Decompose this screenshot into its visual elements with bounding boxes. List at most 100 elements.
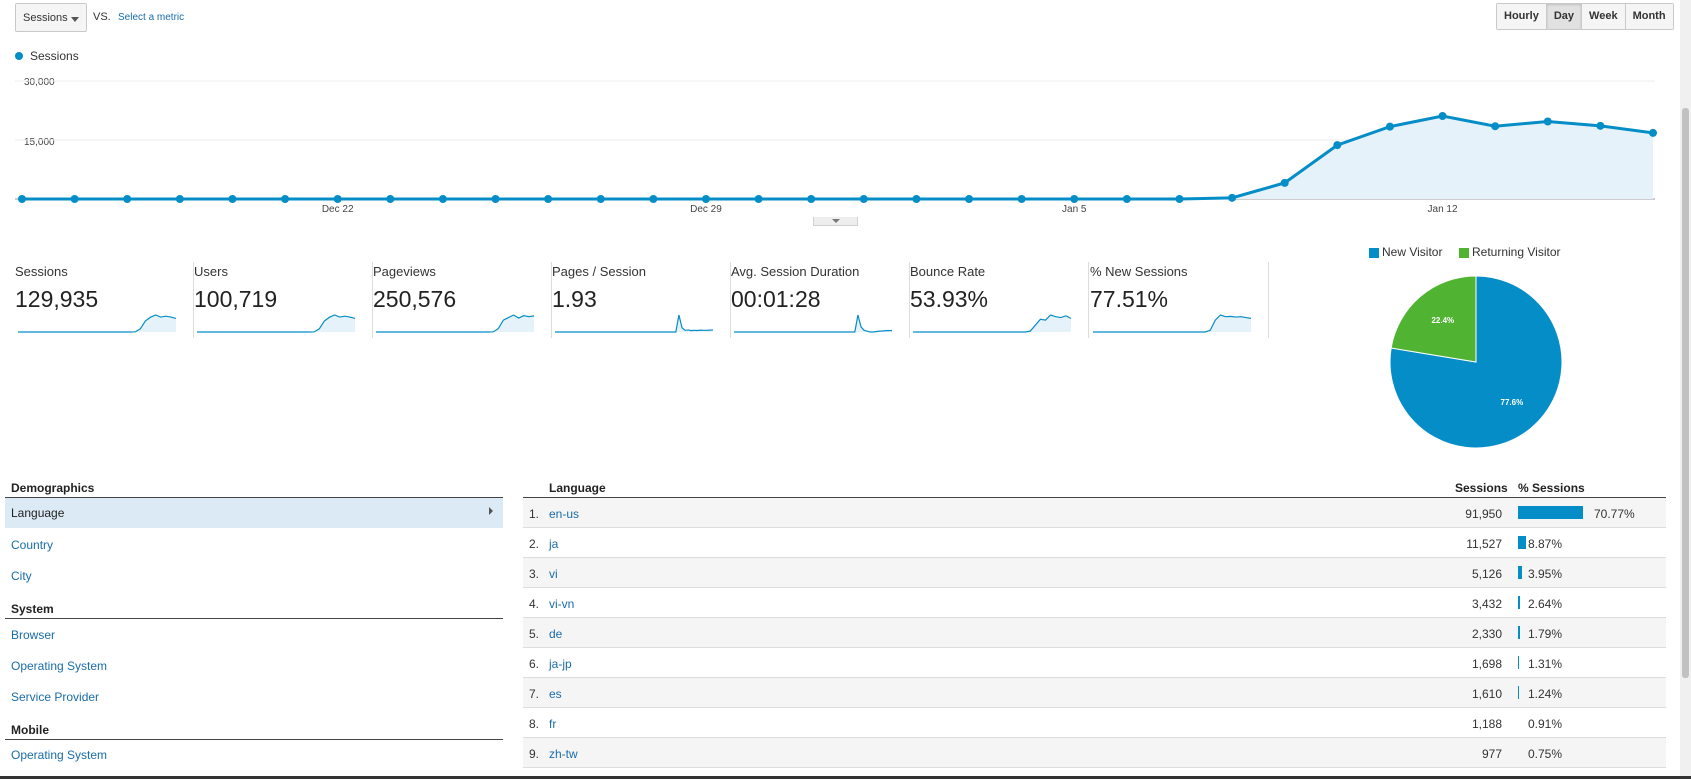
sparkline	[913, 314, 1072, 333]
data-point	[1070, 195, 1079, 203]
scorecard[interactable]: Pages / Session 1.93	[552, 262, 731, 338]
nav-item-country[interactable]: Country	[11, 538, 54, 552]
pie-slice-label: 22.4%	[1431, 316, 1455, 326]
select-metric-link[interactable]: Select a metric	[118, 12, 185, 23]
sparkline-area	[18, 315, 176, 332]
sparkline-line	[197, 314, 356, 333]
series-legend-label[interactable]: Sessions	[30, 49, 79, 63]
data-point	[386, 195, 395, 203]
scorecard[interactable]: Users 100,719	[194, 262, 373, 338]
scorecard[interactable]: Bounce Rate 53.93%	[910, 262, 1089, 338]
data-point	[1228, 193, 1237, 202]
language-link[interactable]: zh-tw	[549, 747, 578, 761]
range-week-button[interactable]: Week	[1582, 4, 1626, 29]
page-scrollbar[interactable]	[1680, 0, 1691, 779]
language-link[interactable]: de	[549, 627, 563, 641]
column-header-language[interactable]: Language	[549, 481, 606, 495]
language-link[interactable]: ja	[549, 537, 559, 551]
sessions-line-chart[interactable]	[0, 60, 1670, 220]
chart-collapse-toggle[interactable]	[813, 217, 858, 226]
nav-item-language[interactable]: Language	[5, 498, 503, 528]
nav-item-service-provider[interactable]: Service Provider	[11, 690, 100, 704]
vs-label: VS.	[93, 11, 111, 23]
share-bar	[1518, 626, 1520, 639]
data-point	[859, 195, 868, 203]
legend-swatch-returning-visitor	[1459, 248, 1469, 258]
scorecard-value: 250,576	[373, 286, 457, 312]
pie-slice	[1390, 275, 1477, 363]
row-index: 6.	[529, 657, 540, 671]
table-row[interactable]: 1. en-us 91,950 70.77%	[523, 498, 1666, 528]
x-tick-label: Dec 29	[690, 204, 722, 215]
series-line	[22, 114, 1654, 201]
data-point	[1333, 141, 1342, 150]
scorecard[interactable]: Sessions 129,935	[15, 262, 194, 338]
table-row[interactable]: 5. de 2,330 1.79%	[523, 618, 1666, 648]
data-point	[1385, 122, 1394, 131]
nav-item-city[interactable]: City	[11, 569, 32, 583]
data-point	[1122, 195, 1131, 203]
sessions-value: 977	[1481, 747, 1502, 761]
range-month-button[interactable]: Month	[1625, 4, 1673, 29]
language-link[interactable]: es	[549, 687, 562, 701]
sparkline	[555, 314, 714, 333]
scrollbar-thumb[interactable]	[1682, 108, 1689, 678]
legend-label-returning-visitor[interactable]: Returning Visitor	[1472, 245, 1561, 259]
visitor-pie-chart[interactable]	[1380, 270, 1600, 450]
x-tick-label: Jan 5	[1062, 204, 1087, 215]
language-link[interactable]: fr	[549, 717, 557, 731]
divider	[5, 618, 503, 619]
range-day-button[interactable]: Day	[1546, 4, 1583, 29]
table-row[interactable]: 7. es 1,610 1.24%	[523, 678, 1666, 708]
sparkline	[734, 314, 893, 333]
table-row[interactable]: 4. vi-vn 3,432 2.64%	[523, 588, 1666, 618]
data-point	[754, 195, 763, 203]
pct-sessions-value: 1.31%	[1528, 657, 1563, 671]
share-bar	[1518, 686, 1519, 699]
scorecard[interactable]: Pageviews 250,576	[373, 262, 552, 338]
sessions-value: 2,330	[1471, 627, 1502, 641]
sparkline	[376, 314, 535, 333]
table-row[interactable]: 3. vi 5,126 3.95%	[523, 558, 1666, 588]
nav-item-label: Language	[11, 506, 65, 520]
column-header-pct-sessions[interactable]: % Sessions	[1518, 481, 1585, 495]
scorecard-value: 1.93	[552, 286, 597, 312]
table-row[interactable]: 9. zh-tw 977 0.75%	[523, 738, 1666, 768]
sparkline-area	[734, 315, 892, 332]
language-link[interactable]: en-us	[549, 507, 580, 521]
range-hourly-button[interactable]: Hourly	[1497, 4, 1547, 29]
scorecard[interactable]: Avg. Session Duration 00:01:28	[731, 262, 910, 338]
sessions-value: 1,188	[1471, 717, 1502, 731]
table-row[interactable]: 8. fr 1,188 0.91%	[523, 708, 1666, 738]
metric-select[interactable]: Sessions	[15, 3, 87, 32]
language-link[interactable]: vi	[549, 567, 558, 581]
table-row[interactable]: 6. ja-jp 1,698 1.31%	[523, 648, 1666, 678]
nav-heading-mobile: Mobile	[11, 723, 49, 737]
sparkline-line	[18, 314, 177, 333]
sparkline-area	[197, 315, 355, 332]
table-row[interactable]: 2. ja 11,527 8.87%	[523, 528, 1666, 558]
divider	[5, 739, 503, 740]
data-point	[70, 195, 79, 203]
sessions-value: 1,610	[1471, 687, 1502, 701]
chevron-down-icon	[71, 17, 79, 22]
series-legend-dot	[15, 52, 23, 60]
sessions-value: 11,527	[1466, 537, 1502, 551]
scorecard-value: 00:01:28	[731, 286, 821, 312]
nav-item-browser[interactable]: Browser	[11, 628, 56, 642]
language-link[interactable]: vi-vn	[549, 597, 575, 611]
scorecard[interactable]: % New Sessions 77.51%	[1090, 262, 1269, 338]
legend-label-new-visitor[interactable]: New Visitor	[1382, 245, 1443, 259]
sparkline	[1093, 314, 1252, 333]
sparkline-line	[913, 314, 1072, 333]
row-index: 4.	[529, 597, 540, 611]
pct-sessions-value: 2.64%	[1528, 597, 1563, 611]
nav-item-operating-system[interactable]: Operating System	[11, 659, 108, 673]
row-index: 5.	[529, 627, 540, 641]
nav-item-mobile-operating-system[interactable]: Operating System	[11, 748, 108, 762]
sparkline-area	[376, 315, 534, 332]
language-link[interactable]: ja-jp	[549, 657, 572, 671]
row-index: 9.	[529, 747, 540, 761]
data-point	[1175, 195, 1184, 203]
column-header-sessions[interactable]: Sessions	[1455, 481, 1508, 495]
